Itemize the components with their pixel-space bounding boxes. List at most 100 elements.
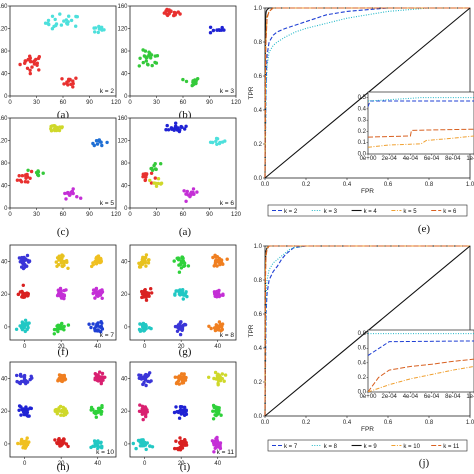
- data-point: [26, 325, 30, 330]
- x-tick-label: 20: [58, 461, 65, 467]
- data-point: [92, 26, 96, 30]
- x-axis-label: FPR: [361, 188, 374, 195]
- inset-y-tick-label: 0.1: [358, 140, 367, 146]
- data-point: [17, 174, 21, 178]
- data-point: [93, 328, 97, 332]
- y-tick-label: 40: [121, 72, 128, 78]
- y-tick-label: 120: [117, 27, 128, 33]
- data-point: [184, 79, 189, 84]
- data-point: [57, 406, 61, 410]
- data-point: [134, 446, 138, 451]
- data-point: [28, 71, 32, 76]
- x-tick-label: 30: [153, 100, 160, 106]
- data-point: [91, 322, 95, 326]
- roc-inset: 0e+00 2e-04 4e-04 6e-04 8e-04 1e-03 0.0 0.1 0.2 0…: [358, 91, 474, 162]
- data-point: [17, 256, 22, 260]
- data-point: [150, 166, 154, 171]
- data-point: [98, 260, 102, 265]
- data-point: [25, 410, 30, 415]
- data-point: [209, 326, 213, 331]
- plot-frame: [9, 5, 117, 97]
- x-tick-label: 90: [86, 212, 93, 218]
- data-point: [58, 12, 62, 16]
- y-tick-label: 0: [4, 94, 8, 100]
- data-point: [172, 10, 177, 15]
- legend: k = 2 k = 3 k = 4 k = 5 k = 6: [267, 204, 468, 217]
- data-point: [28, 176, 32, 180]
- data-point: [143, 255, 148, 260]
- data-point: [59, 443, 63, 447]
- x-tick-label: 0.2: [302, 420, 311, 426]
- inset-y-tick-label: 0.0: [358, 390, 367, 396]
- data-point: [79, 196, 83, 200]
- k-label: k = 11: [217, 449, 235, 456]
- data-point: [62, 411, 67, 416]
- data-point: [178, 128, 182, 132]
- data-point: [218, 322, 223, 327]
- y-tick-label: 80: [121, 161, 128, 167]
- data-point: [211, 417, 216, 421]
- data-point: [174, 121, 178, 125]
- data-point: [25, 413, 29, 417]
- data-point: [20, 265, 24, 269]
- data-point: [97, 138, 102, 142]
- data-point: [143, 288, 147, 292]
- inset-x-tick-label: 4e-04: [403, 394, 419, 400]
- data-point: [177, 416, 182, 420]
- data-point: [29, 374, 33, 378]
- data-point: [180, 378, 185, 383]
- y-tick-label: 160: [0, 4, 8, 10]
- data-point: [97, 406, 101, 410]
- x-tick-label: 0: [143, 344, 147, 350]
- inset-y-tick-label: 0.4: [358, 106, 367, 112]
- data-point: [184, 290, 188, 294]
- data-point: [14, 327, 19, 331]
- data-point: [144, 412, 148, 417]
- data-point: [219, 28, 224, 32]
- data-point: [52, 24, 56, 29]
- y-tick-label: 160: [117, 116, 128, 122]
- x-tick-label: 120: [231, 100, 242, 106]
- data-point: [177, 409, 182, 414]
- data-point: [62, 408, 66, 413]
- legend-box: [267, 439, 468, 452]
- data-point: [65, 22, 70, 26]
- data-point: [141, 48, 145, 52]
- y-axis-label: TPR: [248, 324, 255, 337]
- data-point: [24, 174, 28, 179]
- legend-entry: k = 6: [443, 209, 457, 215]
- data-point: [93, 296, 97, 300]
- data-point: [62, 261, 66, 265]
- x-tick-label: 0: [128, 100, 132, 106]
- data-point: [46, 21, 50, 26]
- data-point: [35, 63, 39, 67]
- x-tick-label: 120: [111, 100, 122, 106]
- legend: k = 7 k = 8 k = 9 k = 10 k = 11: [267, 439, 468, 452]
- data-point: [100, 296, 104, 300]
- data-point: [17, 404, 22, 408]
- data-point: [143, 291, 147, 295]
- data-point: [215, 289, 219, 294]
- x-tick-label: 0: [23, 344, 27, 350]
- data-point: [181, 77, 185, 82]
- inset-y-tick-label: 0.0: [358, 152, 367, 158]
- data-point: [142, 375, 146, 379]
- data-point: [94, 139, 99, 143]
- data-point: [207, 375, 211, 379]
- data-point: [211, 409, 215, 413]
- data-point: [59, 413, 63, 417]
- x-tick-label: 0: [128, 212, 132, 218]
- data-point: [212, 439, 217, 444]
- data-point: [16, 441, 20, 446]
- data-point: [184, 199, 188, 203]
- data-point: [154, 61, 159, 65]
- data-point: [100, 371, 105, 376]
- data-point: [46, 18, 51, 23]
- data-point: [66, 323, 71, 327]
- data-point: [179, 124, 183, 129]
- k-label: k = 3: [220, 88, 235, 95]
- data-point: [174, 439, 178, 443]
- data-point: [28, 68, 32, 73]
- data-point: [15, 178, 20, 182]
- y-tick-label: 0: [4, 206, 8, 212]
